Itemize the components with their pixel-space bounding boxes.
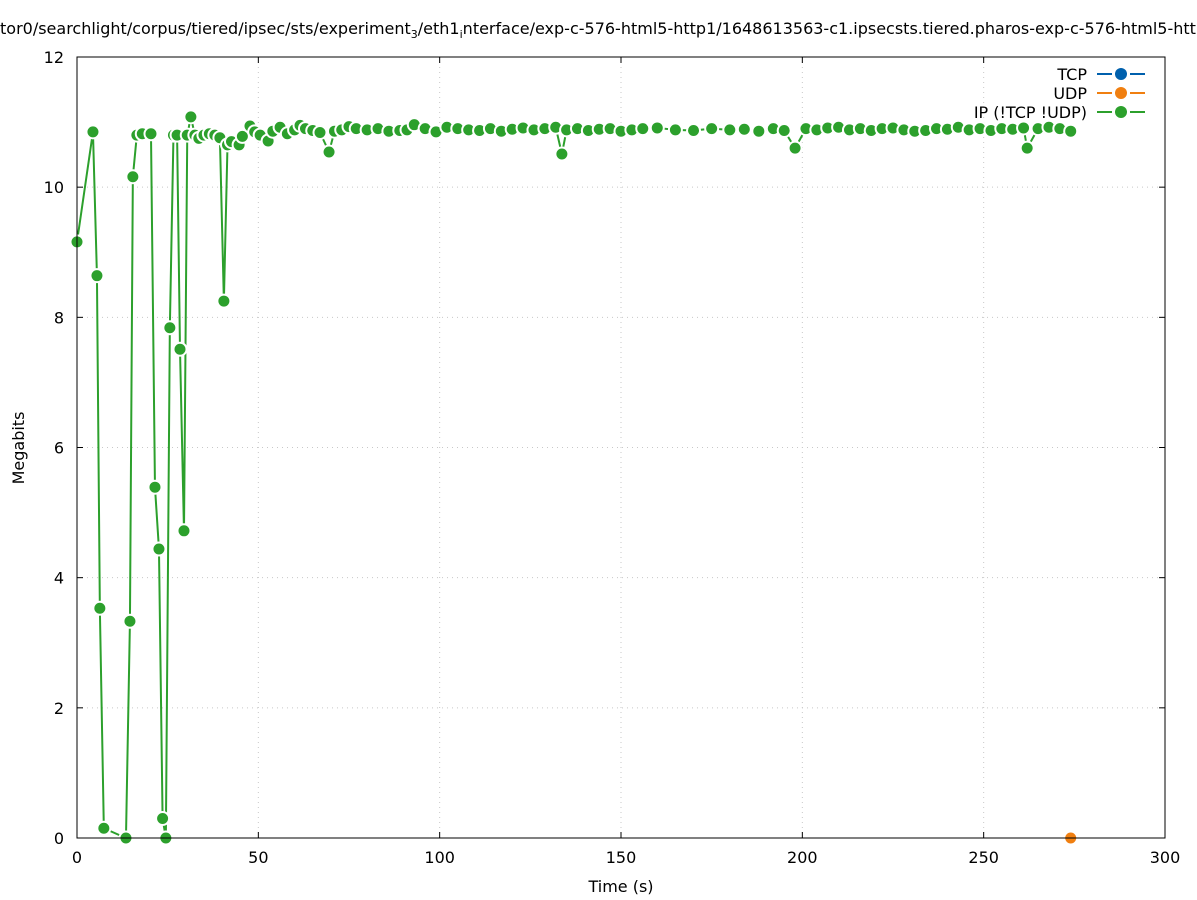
x-tick-label: 100	[424, 848, 455, 867]
x-tick-label: 150	[606, 848, 637, 867]
y-tick-label: 12	[44, 48, 64, 67]
data-point	[147, 479, 163, 495]
data-point	[183, 109, 199, 125]
series-2	[69, 109, 1079, 846]
data-point	[667, 122, 683, 138]
legend-label: UDP	[1053, 84, 1087, 103]
data-point	[686, 123, 702, 139]
data-point	[125, 169, 141, 185]
data-point	[554, 146, 570, 162]
data-point	[162, 320, 178, 336]
data-point	[1019, 140, 1035, 156]
legend-marker	[1115, 106, 1127, 118]
data-point	[736, 121, 752, 137]
data-point	[635, 121, 651, 137]
y-tick-label: 8	[54, 308, 64, 327]
data-point	[122, 613, 138, 629]
data-point	[151, 541, 167, 557]
legend-marker	[1115, 87, 1127, 99]
data-point	[649, 120, 665, 136]
x-tick-label: 200	[787, 848, 818, 867]
x-axis-label: Time (s)	[587, 877, 653, 896]
plot-border	[76, 56, 1166, 839]
y-tick-label: 0	[54, 829, 64, 848]
axes: 0 50 100 150 200 250 300 0 2 4 6 8 10 12	[44, 48, 1181, 867]
data-point	[96, 820, 112, 836]
data-point	[155, 810, 171, 826]
data-point	[143, 126, 159, 142]
data-point	[172, 341, 188, 357]
legend-marker	[1115, 68, 1127, 80]
title-subscript: i	[460, 28, 463, 41]
data-point	[321, 144, 337, 160]
x-tick-label: 250	[968, 848, 999, 867]
data-point	[176, 523, 192, 539]
y-tick-label: 10	[44, 178, 64, 197]
data-point	[1016, 120, 1032, 136]
data-point	[704, 121, 720, 137]
data-point	[85, 124, 101, 140]
y-axis-label: Megabits	[9, 412, 28, 485]
data-point	[776, 123, 792, 139]
title-part: nterface/exp-c-576-html5-http1/164861356…	[463, 19, 1197, 38]
data-point	[216, 293, 232, 309]
legend-label: TCP	[1056, 65, 1087, 84]
grid	[77, 57, 1165, 838]
x-tick-label: 50	[248, 848, 268, 867]
data-point	[751, 123, 767, 139]
y-tick-label: 4	[54, 569, 64, 588]
data-point	[1063, 123, 1079, 139]
title-subscript: 3	[411, 28, 418, 41]
data-point	[722, 122, 738, 138]
title-part: tor0/searchlight/corpus/tiered/ipsec/sts…	[0, 19, 411, 38]
title-part: /eth1	[418, 19, 460, 38]
chart-title: tor0/searchlight/corpus/tiered/ipsec/sts…	[0, 19, 1197, 41]
y-tick-label: 6	[54, 439, 64, 458]
y-tick-label: 2	[54, 699, 64, 718]
data-point	[92, 600, 108, 616]
series-layer	[69, 109, 1079, 846]
legend-label: IP (!TCP !UDP)	[974, 103, 1087, 122]
data-point	[787, 140, 803, 156]
series-line	[76, 116, 1071, 840]
x-tick-label: 0	[72, 848, 82, 867]
x-tick-label: 300	[1150, 848, 1181, 867]
data-point	[89, 268, 105, 284]
data-point	[312, 124, 328, 140]
